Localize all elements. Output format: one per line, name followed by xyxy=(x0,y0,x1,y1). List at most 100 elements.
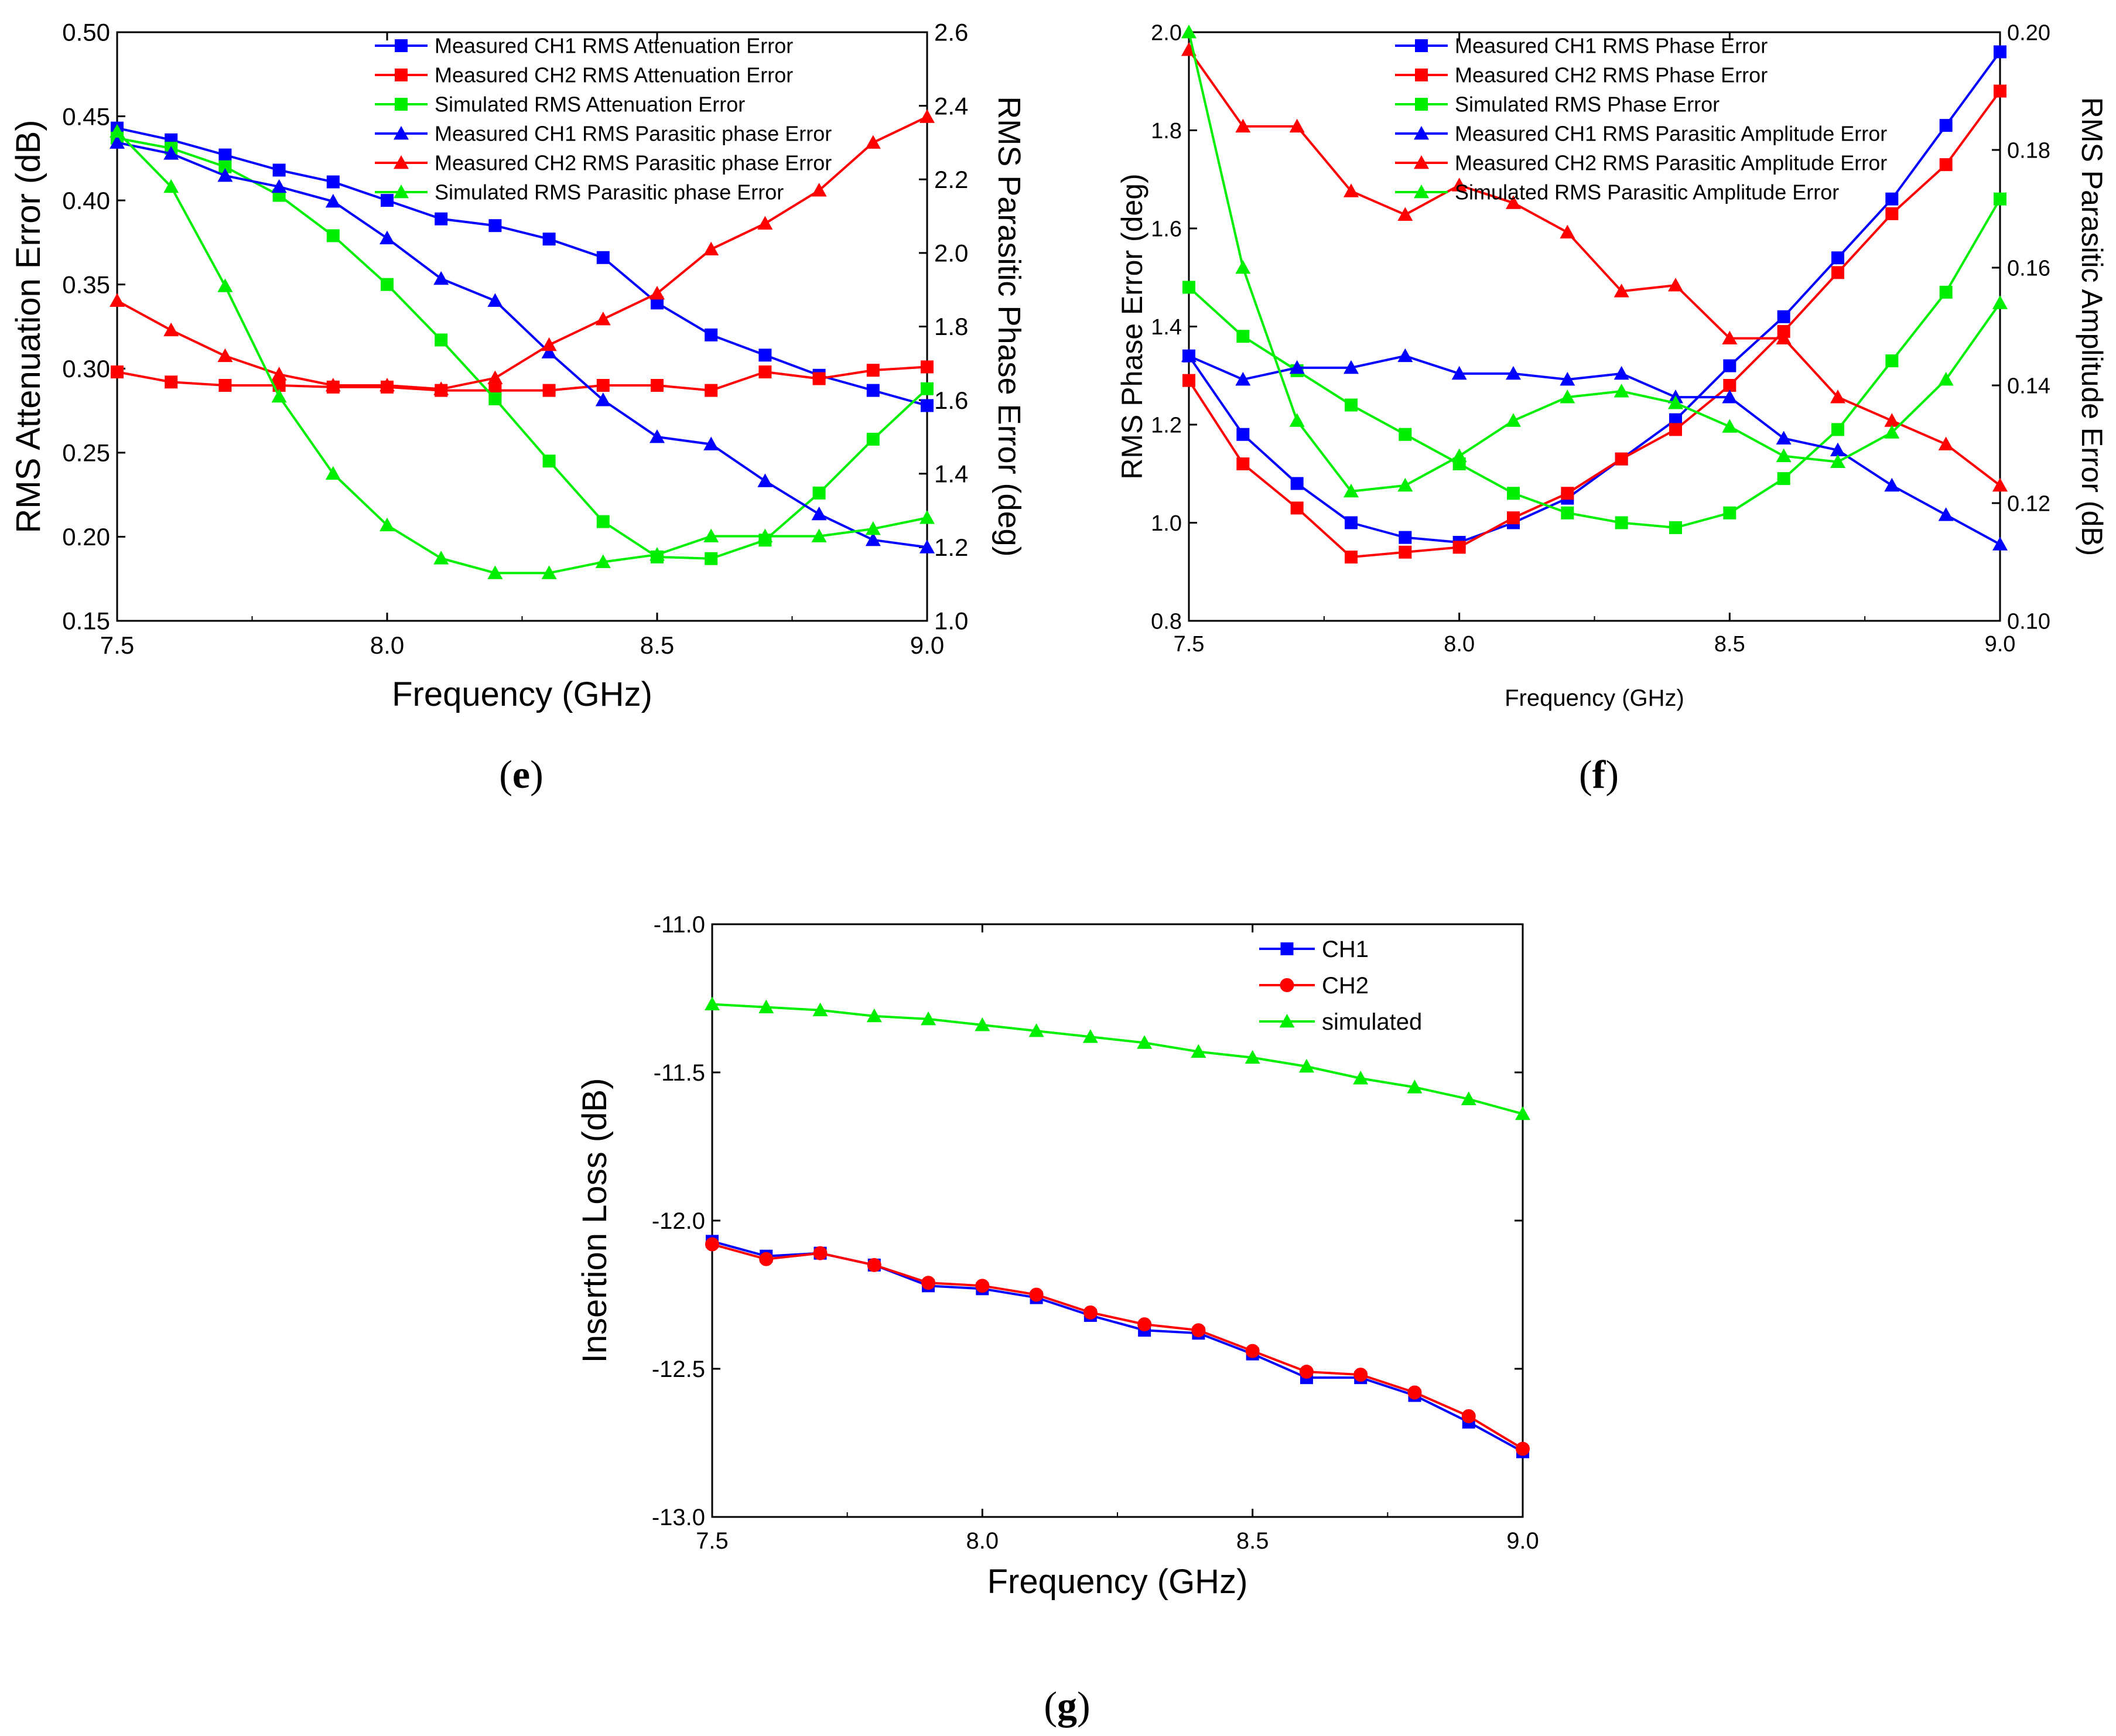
legend-marker xyxy=(1280,942,1294,955)
data-point xyxy=(542,384,556,397)
data-point xyxy=(921,1276,936,1290)
y2-tick-label: 1.2 xyxy=(934,534,968,561)
data-point xyxy=(1560,371,1575,386)
series-simulated-rms-parasitic-amplitude-error xyxy=(1181,25,2008,498)
legend-label: Measured CH2 RMS Parasitic Amplitude Err… xyxy=(1455,151,1887,175)
legend-label: Measured CH2 RMS Parasitic phase Error xyxy=(435,151,832,175)
chart-panel-g: 7.5 8.0 8.5 9.0 -13.0 -12.5 -12.0 -11.5 -11.0 Fre… xyxy=(576,912,1539,1728)
data-point xyxy=(1939,119,1953,132)
y2-tick-label: 0.20 xyxy=(2007,20,2050,45)
data-point xyxy=(811,506,827,521)
series-line xyxy=(117,127,928,407)
data-point xyxy=(596,379,610,392)
data-point xyxy=(433,381,449,395)
data-point xyxy=(1884,413,1900,427)
data-point xyxy=(218,160,232,173)
series-line xyxy=(116,131,928,575)
data-point xyxy=(1289,118,1305,133)
series-simulated-rms-parasitic-phase-error xyxy=(110,124,935,579)
y-tick-label: 1.2 xyxy=(1151,413,1182,438)
data-point xyxy=(1614,384,1629,398)
x-tick-label: 8.5 xyxy=(640,631,674,659)
data-point xyxy=(111,365,124,379)
data-point xyxy=(488,219,502,233)
series-line xyxy=(117,365,928,392)
data-point xyxy=(1777,472,1790,486)
panel-caption: (f) xyxy=(1579,752,1619,797)
series-measured-ch2-rms-phase-error xyxy=(1182,84,2006,564)
data-point xyxy=(705,1237,719,1252)
data-point xyxy=(813,1246,828,1260)
y-tick-label: 1.8 xyxy=(1151,119,1182,143)
data-point xyxy=(865,135,881,149)
data-point xyxy=(1290,501,1304,515)
data-point xyxy=(217,348,233,363)
data-point xyxy=(163,179,179,193)
data-point xyxy=(1507,487,1520,500)
data-point xyxy=(1506,195,1521,209)
legend-marker xyxy=(1280,978,1294,992)
x-tick-label: 8.5 xyxy=(1236,1528,1269,1554)
x-tick-label: 9.0 xyxy=(1506,1528,1539,1554)
data-point xyxy=(651,379,664,392)
data-point xyxy=(811,183,827,197)
data-point xyxy=(1399,545,1412,559)
data-point xyxy=(1399,428,1412,441)
data-point xyxy=(812,486,826,500)
data-point xyxy=(1992,477,2008,492)
legend-label: Measured CH2 RMS Phase Error xyxy=(1455,63,1768,87)
y2-tick-label: 1.0 xyxy=(934,607,968,635)
data-point xyxy=(596,515,610,528)
data-point xyxy=(812,372,826,385)
data-point xyxy=(325,466,341,480)
data-point xyxy=(1831,266,1844,279)
data-point xyxy=(433,271,449,285)
data-point xyxy=(1452,541,1466,554)
data-point xyxy=(110,124,125,138)
data-point xyxy=(433,551,449,565)
data-point xyxy=(705,996,720,1011)
data-point xyxy=(1344,483,1359,498)
legend-marker xyxy=(394,155,409,169)
data-point xyxy=(865,521,881,535)
data-point xyxy=(1669,423,1682,436)
data-point xyxy=(758,348,772,362)
data-point xyxy=(1236,330,1250,343)
series-line xyxy=(1188,90,2001,559)
data-point xyxy=(921,360,934,374)
data-point xyxy=(919,109,935,123)
data-point xyxy=(1722,419,1738,433)
x-tick-label: 9.0 xyxy=(910,631,944,659)
data-point xyxy=(1614,283,1629,298)
x-axis-label: Frequency (GHz) xyxy=(987,1563,1248,1601)
data-point xyxy=(650,546,665,561)
data-point xyxy=(541,565,557,579)
data-point xyxy=(1560,224,1575,239)
data-point xyxy=(1722,389,1738,404)
x-tick-label: 7.5 xyxy=(1174,632,1205,657)
legend-label: CH1 xyxy=(1322,937,1369,962)
legend: Measured CH1 RMS Attenuation Error Measur… xyxy=(375,34,832,204)
data-point xyxy=(1723,379,1736,392)
data-point xyxy=(1191,1323,1206,1338)
data-point xyxy=(1561,506,1574,520)
y2-tick-label: 0.14 xyxy=(2007,374,2050,398)
series-line xyxy=(117,115,928,391)
x-tick-label: 9.0 xyxy=(1985,632,2016,657)
series-line xyxy=(1188,51,2001,544)
y2-tick-label: 2.6 xyxy=(934,19,968,46)
data-point xyxy=(1181,348,1197,363)
data-point xyxy=(271,179,287,193)
series-line xyxy=(1188,49,2001,487)
data-point xyxy=(757,473,773,487)
y2-tick-label: 1.6 xyxy=(934,387,968,414)
data-point xyxy=(1245,1344,1260,1358)
data-point xyxy=(919,539,935,553)
y-tick-label: 2.0 xyxy=(1151,20,1182,45)
data-point xyxy=(1245,1050,1260,1064)
y-tick-label: 0.20 xyxy=(62,523,110,551)
data-point xyxy=(1723,359,1736,373)
data-point xyxy=(381,194,394,207)
legend-marker xyxy=(394,126,409,140)
data-point xyxy=(1615,516,1628,529)
